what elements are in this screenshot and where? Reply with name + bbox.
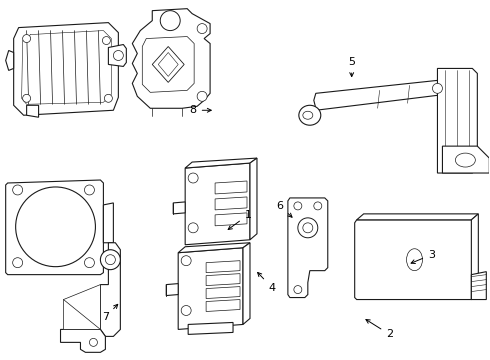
Polygon shape [250,158,257,240]
Polygon shape [173,202,185,214]
Polygon shape [103,203,113,243]
Polygon shape [185,158,257,168]
Circle shape [294,285,302,293]
Circle shape [160,11,180,31]
Polygon shape [314,80,440,110]
Circle shape [84,185,95,195]
Polygon shape [178,243,250,253]
Polygon shape [26,105,39,117]
Polygon shape [438,68,477,173]
Circle shape [102,37,110,45]
Ellipse shape [407,249,422,271]
Circle shape [303,223,313,233]
Circle shape [314,202,322,210]
Polygon shape [357,214,478,220]
Circle shape [100,250,121,270]
Text: 8: 8 [190,105,211,115]
Circle shape [298,218,318,238]
Polygon shape [100,243,121,336]
Text: 6: 6 [276,201,292,217]
Polygon shape [108,45,126,67]
Polygon shape [185,163,250,245]
Circle shape [104,94,112,102]
Circle shape [188,223,198,233]
Polygon shape [132,9,210,108]
Ellipse shape [455,153,475,167]
Text: 7: 7 [102,304,118,323]
Polygon shape [471,214,478,300]
Text: 4: 4 [258,273,275,293]
Text: 1: 1 [228,210,251,230]
Circle shape [181,306,191,315]
Circle shape [13,185,23,195]
Polygon shape [442,146,490,173]
Circle shape [105,255,115,265]
Polygon shape [166,284,178,296]
Circle shape [13,258,23,268]
Circle shape [433,84,442,93]
Circle shape [84,258,95,268]
Circle shape [294,202,302,210]
Circle shape [23,94,30,102]
Text: 3: 3 [411,250,435,264]
Polygon shape [471,272,486,300]
Polygon shape [243,243,250,324]
Polygon shape [6,50,14,71]
Circle shape [90,338,98,346]
Circle shape [113,50,123,60]
Polygon shape [188,323,233,334]
Ellipse shape [303,111,313,119]
Polygon shape [64,285,100,329]
Polygon shape [355,220,474,300]
Polygon shape [61,329,105,352]
Circle shape [197,24,207,33]
Ellipse shape [299,105,321,125]
Circle shape [16,187,96,267]
Circle shape [23,35,30,42]
Text: 5: 5 [348,58,355,77]
Circle shape [197,91,207,101]
Circle shape [181,256,191,266]
Text: 2: 2 [366,320,393,339]
Circle shape [188,173,198,183]
Polygon shape [14,23,119,115]
Polygon shape [6,180,103,275]
Polygon shape [288,198,328,298]
Polygon shape [178,248,243,329]
